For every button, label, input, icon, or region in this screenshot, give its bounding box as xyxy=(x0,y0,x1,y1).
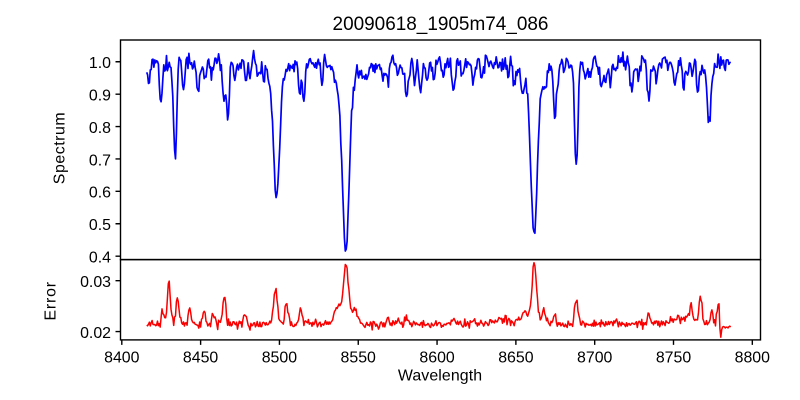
svg-text:0.8: 0.8 xyxy=(89,120,111,137)
svg-text:0.9: 0.9 xyxy=(89,87,111,104)
svg-text:8750: 8750 xyxy=(656,350,692,367)
svg-text:8500: 8500 xyxy=(262,350,298,367)
svg-text:0.03: 0.03 xyxy=(80,274,111,291)
svg-text:8450: 8450 xyxy=(183,350,219,367)
svg-text:Spectrum: Spectrum xyxy=(51,112,68,184)
svg-text:0.6: 0.6 xyxy=(89,185,111,202)
svg-text:0.02: 0.02 xyxy=(80,325,111,342)
svg-text:8550: 8550 xyxy=(341,350,377,367)
svg-text:0.5: 0.5 xyxy=(89,217,111,234)
svg-text:Wavelength: Wavelength xyxy=(398,368,482,385)
svg-text:0.4: 0.4 xyxy=(89,249,111,266)
svg-text:8800: 8800 xyxy=(735,350,771,367)
svg-text:1.0: 1.0 xyxy=(89,55,111,72)
svg-text:0.7: 0.7 xyxy=(89,152,111,169)
svg-text:8400: 8400 xyxy=(104,350,140,367)
svg-text:8700: 8700 xyxy=(577,350,613,367)
svg-text:20090618_1905m74_086: 20090618_1905m74_086 xyxy=(333,14,549,35)
svg-text:8650: 8650 xyxy=(498,350,534,367)
svg-text:8600: 8600 xyxy=(419,350,455,367)
svg-text:Error: Error xyxy=(42,281,59,320)
